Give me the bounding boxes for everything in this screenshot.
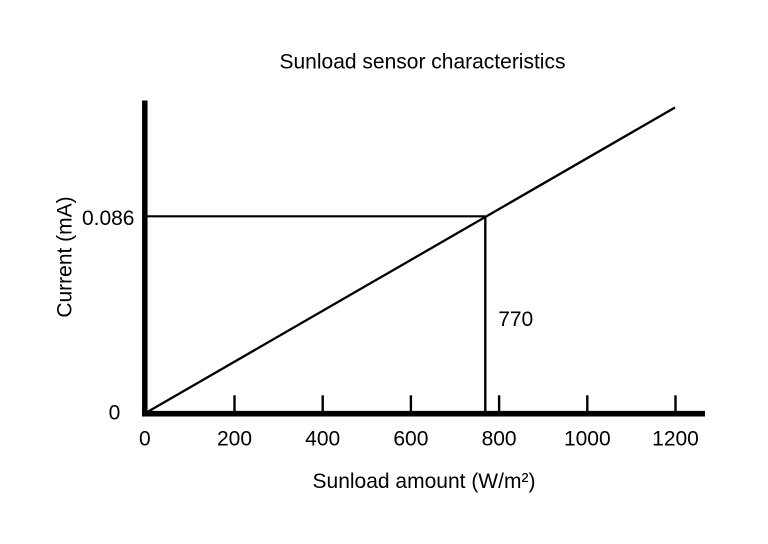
svg-text:Current (mA): Current (mA) xyxy=(54,196,77,317)
svg-text:0: 0 xyxy=(139,427,151,450)
svg-text:600: 600 xyxy=(393,427,428,450)
svg-text:800: 800 xyxy=(482,427,517,450)
svg-text:Sunload sensor characteristics: Sunload sensor characteristics xyxy=(280,50,566,73)
svg-text:200: 200 xyxy=(217,427,252,450)
svg-text:400: 400 xyxy=(305,427,340,450)
svg-text:Sunload amount (W/m²): Sunload amount (W/m²) xyxy=(313,470,536,493)
svg-text:0.086: 0.086 xyxy=(82,207,135,230)
svg-text:0: 0 xyxy=(109,402,121,425)
svg-text:1000: 1000 xyxy=(564,427,611,450)
svg-text:770: 770 xyxy=(498,308,533,331)
svg-text:1200: 1200 xyxy=(652,427,699,450)
